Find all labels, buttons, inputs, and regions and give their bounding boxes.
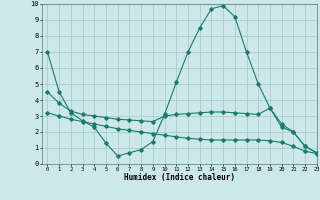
X-axis label: Humidex (Indice chaleur): Humidex (Indice chaleur) [124,173,235,182]
